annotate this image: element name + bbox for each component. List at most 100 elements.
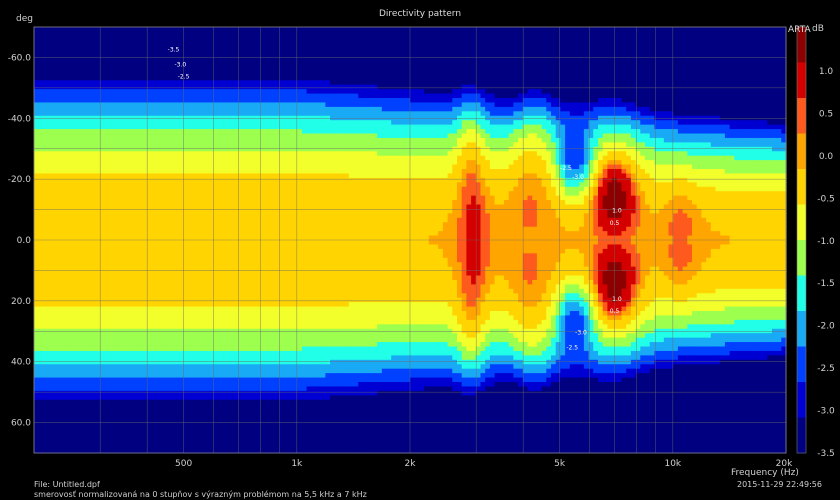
heatmap-cell: [170, 279, 176, 285]
heatmap-cell: [95, 306, 101, 312]
heatmap-cell: [175, 62, 181, 68]
heatmap-cell: [259, 226, 265, 232]
heatmap-cell: [90, 324, 96, 330]
heatmap-cell: [142, 62, 148, 68]
heatmap-cell: [109, 315, 115, 321]
heatmap-cell: [217, 311, 223, 317]
heatmap-cell: [146, 430, 153, 436]
heatmap-cell: [85, 58, 91, 64]
heatmap-cell: [254, 191, 261, 197]
heatmap-cell: [193, 435, 200, 441]
heatmap-cell: [118, 408, 124, 414]
heatmap-cell: [264, 350, 270, 356]
heatmap-cell: [85, 31, 91, 37]
heatmap-cell: [254, 186, 261, 192]
heatmap-cell: [198, 408, 204, 414]
heatmap-cell: [184, 208, 190, 214]
heatmap-cell: [151, 142, 157, 148]
heatmap-cell: [198, 306, 204, 312]
heatmap-cell: [146, 186, 153, 192]
heatmap-cell: [109, 390, 115, 396]
heatmap-cell: [203, 302, 209, 308]
heatmap-cell: [43, 257, 49, 263]
heatmap-cell: [264, 49, 270, 55]
heatmap-cell: [198, 35, 204, 41]
heatmap-cell: [113, 44, 120, 50]
heatmap-cell: [226, 288, 232, 294]
heatmap-cell: [99, 235, 106, 241]
heatmap-cell: [179, 93, 185, 99]
heatmap-cell: [175, 151, 181, 157]
heatmap-cell: [48, 182, 54, 188]
heatmap-cell: [250, 355, 256, 361]
heatmap-cell: [99, 208, 106, 214]
heatmap-cell: [269, 208, 275, 214]
heatmap-cell: [95, 404, 101, 410]
heatmap-cell: [222, 435, 228, 441]
heatmap-cell: [57, 426, 63, 432]
heatmap-cell: [66, 346, 73, 352]
heatmap-cell: [113, 208, 120, 214]
heatmap-cell: [142, 231, 148, 237]
heatmap-cell: [222, 302, 228, 308]
heatmap-cell: [43, 53, 49, 59]
heatmap-cell: [203, 306, 209, 312]
heatmap-cell: [123, 75, 129, 81]
heatmap-cell: [222, 93, 228, 99]
heatmap-cell: [90, 129, 96, 135]
heatmap-cell: [118, 62, 124, 68]
heatmap-cell: [71, 275, 77, 281]
heatmap-cell: [269, 364, 275, 370]
heatmap-cell: [71, 297, 77, 303]
heatmap-cell: [203, 217, 209, 223]
heatmap-cell: [217, 71, 223, 77]
heatmap-cell: [43, 333, 49, 339]
heatmap-cell: [212, 315, 218, 321]
heatmap-cell: [259, 40, 265, 46]
heatmap-cell: [137, 169, 143, 175]
heatmap-cell: [62, 355, 68, 361]
heatmap-cell: [38, 333, 44, 339]
heatmap-cell: [62, 191, 68, 197]
heatmap-cell: [132, 106, 138, 112]
heatmap-cell: [146, 182, 153, 188]
heatmap-cell: [109, 133, 115, 139]
heatmap-cell: [104, 333, 110, 339]
heatmap-cell: [212, 129, 218, 135]
heatmap-cell: [250, 426, 256, 432]
heatmap-cell: [245, 297, 251, 303]
heatmap-cell: [254, 137, 261, 143]
heatmap-cell: [52, 142, 59, 148]
heatmap-cell: [160, 226, 167, 232]
heatmap-cell: [226, 262, 232, 268]
heatmap-cell: [146, 200, 153, 206]
heatmap-cell: [71, 53, 77, 59]
heatmap-cell: [254, 350, 261, 356]
heatmap-cell: [142, 439, 148, 445]
heatmap-cell: [109, 311, 115, 317]
heatmap-cell: [184, 106, 190, 112]
heatmap-cell: [226, 66, 232, 72]
heatmap-cell: [184, 377, 190, 383]
heatmap-cell: [254, 226, 261, 232]
heatmap-cell: [34, 279, 40, 285]
heatmap-cell: [48, 426, 54, 432]
heatmap-cell: [85, 262, 91, 268]
heatmap-cell: [160, 200, 167, 206]
heatmap-cell: [189, 342, 195, 348]
heatmap-cell: [132, 373, 138, 379]
heatmap-cell: [43, 146, 49, 152]
heatmap-cell: [189, 40, 195, 46]
heatmap-cell: [273, 284, 279, 290]
heatmap-cell: [203, 186, 209, 192]
heatmap-cell: [113, 439, 120, 445]
heatmap-cell: [259, 262, 265, 268]
heatmap-cell: [212, 417, 218, 423]
heatmap-cell: [95, 311, 101, 317]
heatmap-cell: [179, 439, 185, 445]
heatmap-cell: [85, 222, 91, 228]
heatmap-cell: [43, 297, 49, 303]
heatmap-cell: [43, 253, 49, 259]
heatmap-cell: [222, 40, 228, 46]
heatmap-cell: [160, 355, 167, 361]
